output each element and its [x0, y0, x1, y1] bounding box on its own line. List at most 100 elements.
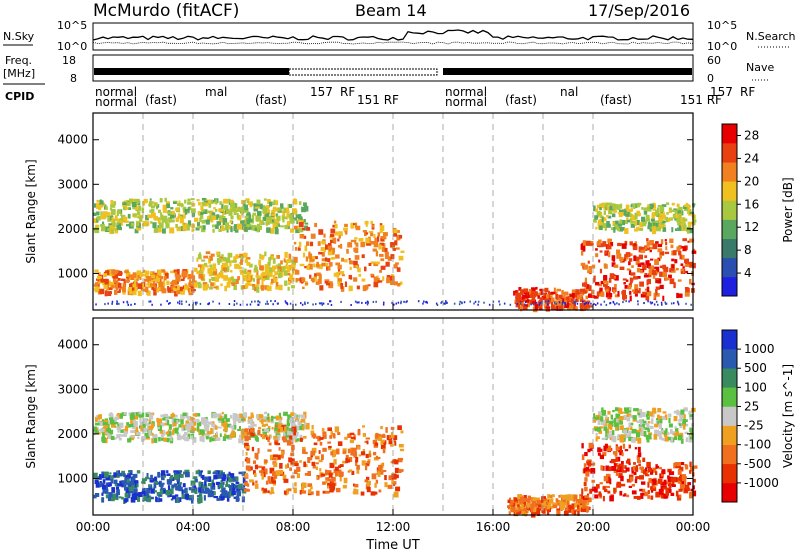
echo-cell [148, 421, 151, 425]
echo-cell [588, 293, 592, 298]
echo-cell [223, 199, 228, 204]
echo-cell [335, 487, 341, 493]
echo-cell [235, 254, 239, 259]
echo-cell [240, 220, 245, 226]
echo-cell [290, 228, 295, 233]
echo-cell [529, 289, 532, 295]
echo-cell [274, 422, 280, 427]
echo-cell [261, 466, 266, 472]
echo-cell [223, 427, 228, 431]
echo-cell [628, 283, 632, 288]
echo-cell [198, 283, 202, 289]
echo-cell [213, 474, 218, 480]
echo-cell [153, 291, 157, 296]
echo-cell [673, 411, 678, 414]
echo-cell [322, 431, 327, 435]
echo-cell [616, 249, 621, 254]
echo-cell [572, 499, 576, 502]
echo-cell [209, 258, 213, 261]
echo-cell [222, 218, 228, 221]
echo-cell [646, 410, 650, 416]
colorbar-swatch [722, 238, 737, 259]
echo-cell [292, 277, 295, 282]
echo-cell [595, 436, 600, 440]
echo-cell [348, 285, 353, 292]
echo-cell [274, 425, 278, 428]
echo-cell [591, 479, 595, 483]
echo-cell [182, 412, 187, 417]
echo-cell [167, 287, 172, 293]
echo-cell [93, 212, 97, 216]
echo-cell [297, 420, 302, 426]
echo-cell [585, 240, 591, 246]
echo-cell [129, 436, 132, 440]
echo-cell [123, 412, 127, 415]
echo-cell [225, 493, 229, 496]
echo-cell [596, 204, 602, 209]
echo-cell [110, 422, 116, 428]
echo-cell [279, 225, 285, 228]
colorbar-swatch [722, 330, 737, 350]
echo-cell [153, 483, 157, 489]
echo-cell [637, 263, 642, 267]
echo-band-5 [580, 238, 697, 302]
echo-cell [286, 488, 289, 495]
echo-cell [165, 489, 171, 496]
echo-cell [586, 468, 591, 473]
echo-cell [674, 259, 678, 264]
echo-cell [118, 283, 122, 288]
echo-cell [656, 226, 661, 232]
echo-cell [309, 274, 312, 279]
echo-cell [241, 435, 244, 440]
echo-cell [218, 216, 224, 222]
echo-cell [620, 483, 626, 487]
echo-cell [136, 270, 142, 275]
echo-cell [225, 227, 228, 230]
echo-cell [289, 435, 293, 440]
cpid-frag-1: (fast) [145, 93, 177, 107]
echo-cell [327, 266, 331, 271]
echo-cell [233, 211, 237, 215]
echo-cell [129, 291, 133, 295]
echo-cell [561, 303, 563, 306]
echo-cell [647, 278, 651, 285]
echo-cell [112, 223, 115, 227]
echo-cell [655, 288, 658, 295]
echo-cell [246, 436, 251, 440]
echo-cell [97, 415, 101, 420]
echo-cell [647, 204, 650, 208]
echo-cell [366, 480, 371, 487]
echo-cell [329, 435, 333, 439]
echo-cell [102, 280, 106, 286]
echo-cell [258, 426, 262, 430]
echo-cell [292, 461, 298, 464]
echo-cell [305, 256, 308, 262]
echo-cell [184, 487, 188, 491]
echo-cell [586, 499, 590, 505]
echo-cell [351, 447, 357, 453]
echo-cell [122, 301, 125, 304]
echo-cell [553, 302, 559, 308]
echo-cell [103, 284, 108, 289]
echo-cell [264, 198, 267, 201]
echo-cell [602, 217, 607, 222]
echo-cell [645, 467, 648, 472]
echo-cell [244, 215, 249, 219]
echo-cell [169, 227, 175, 234]
echo-cell [350, 449, 354, 456]
echo-cell [338, 235, 341, 239]
echo-cell [396, 267, 401, 272]
echo-cell [133, 290, 137, 296]
echo-cell [207, 421, 213, 424]
echo-cell [606, 205, 610, 211]
echo-cell [629, 426, 633, 431]
echo-cell [330, 431, 333, 436]
echo-cell [194, 412, 198, 417]
echo-cell [184, 493, 189, 500]
echo-cell [248, 425, 252, 430]
echo-cell [175, 427, 179, 430]
echo-cell [461, 301, 463, 304]
echo-cell [113, 472, 117, 477]
echo-cell [211, 224, 216, 228]
echo-cell [151, 496, 154, 500]
